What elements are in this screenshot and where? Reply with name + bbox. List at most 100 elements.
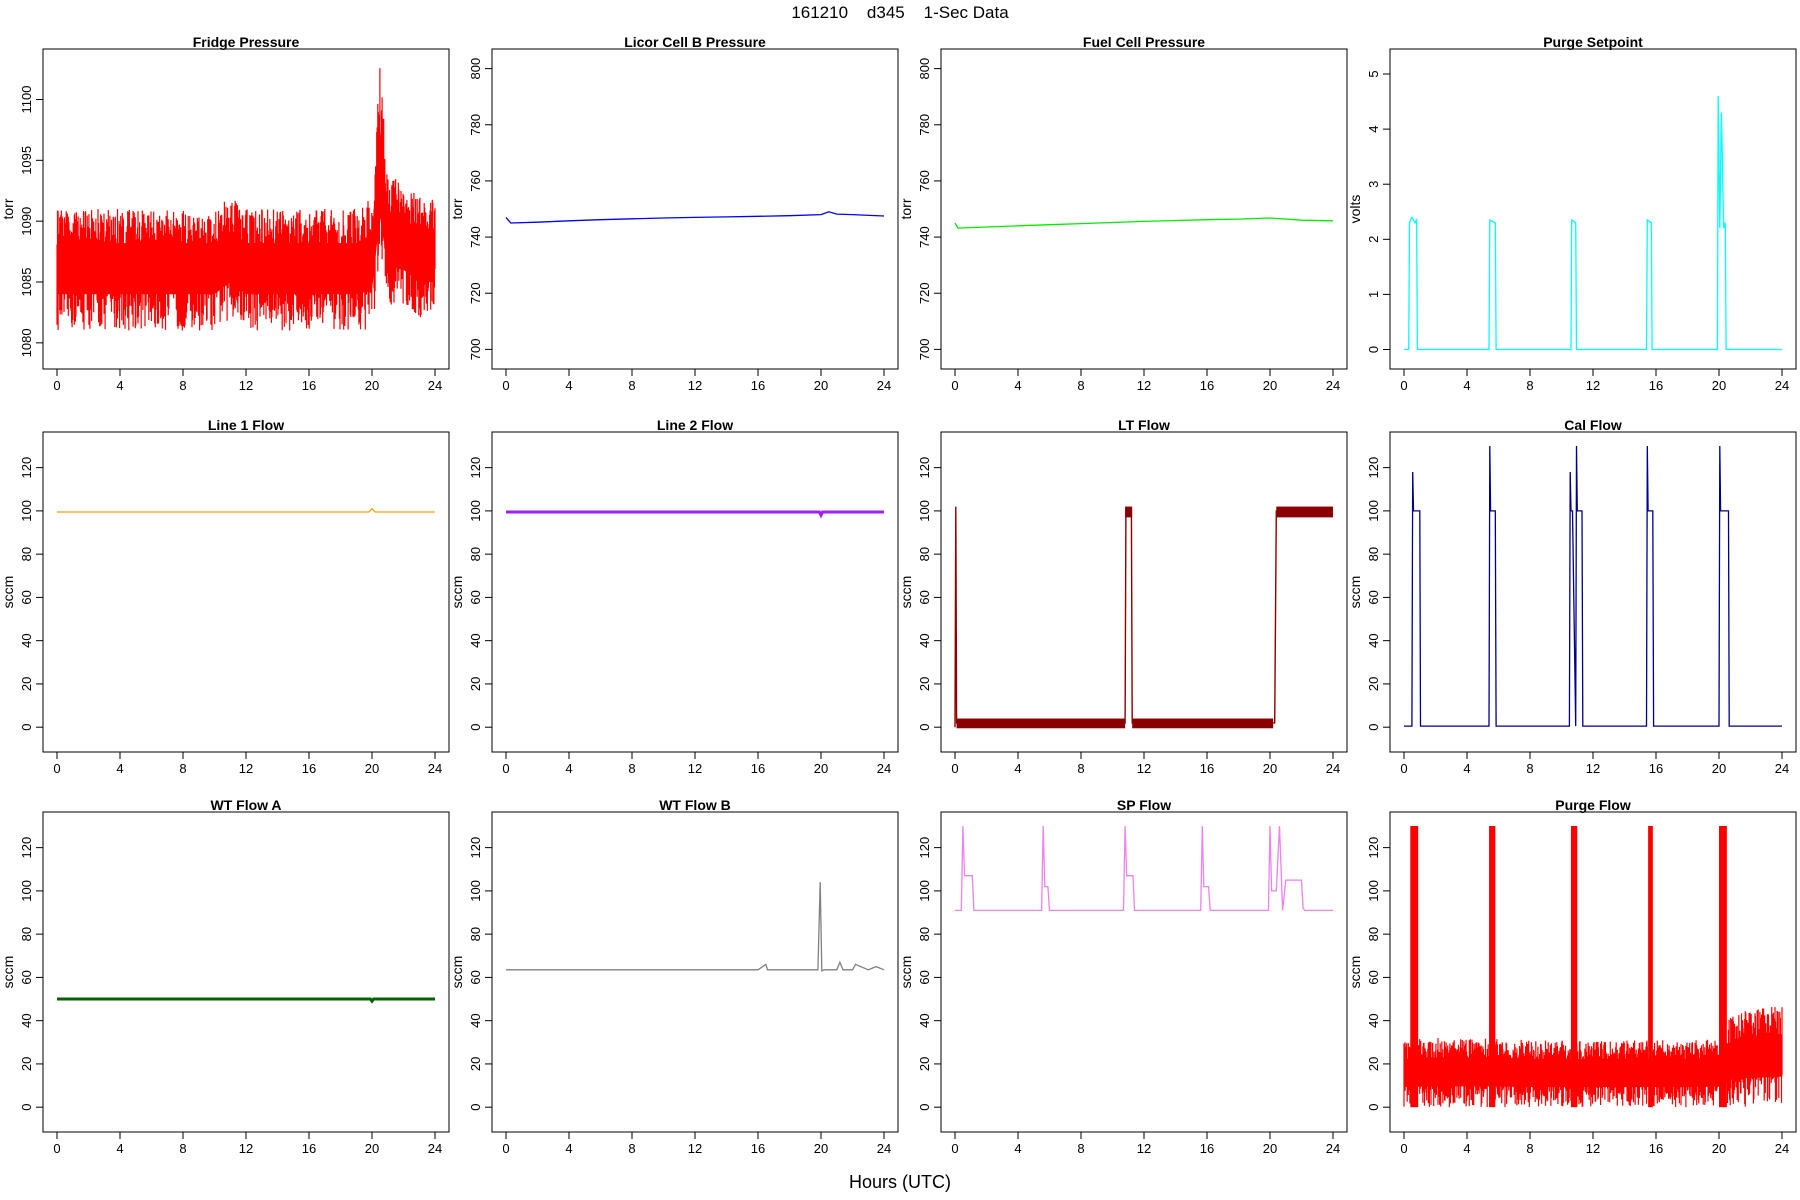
y-tick-label: 100 [19,500,34,522]
y-tick-label: 20 [1366,1057,1381,1071]
x-tick-label: 16 [751,1141,765,1156]
x-tick-label: 24 [1326,378,1340,393]
x-tick-label: 20 [1263,761,1277,776]
panel-line2: Line 2 Flow 0 4 8 12 16 20 24 0 20 40 60 80 100 120 scc… [449,417,899,776]
y-tick-label: 20 [19,677,34,691]
panel-title: Cal Flow [1564,417,1622,433]
x-tick-label: 12 [688,378,702,393]
x-tick-label: 20 [1263,378,1277,393]
y-tick-label: 20 [917,677,932,691]
y-axis-label: sccm [0,576,16,609]
series-sp [955,825,1333,912]
y-axis-label: sccm [449,576,465,609]
x-tick-label: 24 [1326,1141,1340,1156]
plot-frame [491,48,899,370]
y-tick-label: 80 [1366,547,1381,561]
y-tick-label: 80 [468,927,483,941]
y-tick-label: 760 [468,170,483,192]
series-line [505,211,885,224]
y-tick-label: 100 [1366,500,1381,522]
y-axis-label: torr [449,198,465,219]
panel-title: Fuel Cell Pressure [1083,34,1205,50]
plot-frame [1389,431,1797,753]
panel-cal: Cal Flow 0 4 8 12 16 20 24 0 20 40 60 80 100 120 sccm [1347,417,1797,776]
y-tick-label: 1080 [19,328,34,357]
x-tick-label: 16 [302,1141,316,1156]
y-tick-label: 100 [917,500,932,522]
y-tick-label: 120 [19,837,34,859]
series-cal [1404,445,1782,727]
x-tick-label: 4 [116,378,123,393]
x-tick-label: 16 [1200,378,1214,393]
y-tick-label: 20 [468,1057,483,1071]
y-tick-label: 780 [917,114,932,136]
x-tick-label: 12 [1586,1141,1600,1156]
y-tick-label: 0 [1366,1104,1381,1111]
x-tick-label: 16 [751,378,765,393]
series-spike [1648,826,1653,1108]
y-tick-label: 40 [1366,1013,1381,1027]
series-band [1125,506,1133,518]
panel-title: SP Flow [1117,797,1171,813]
panel-fuel: Fuel Cell Pressure 0 4 8 12 16 20 24 700 720 740 76… [898,34,1348,393]
y-tick-label: 120 [1366,837,1381,859]
series-spike [1489,826,1496,1108]
y-tick-label: 720 [468,282,483,304]
y-tick-label: 0 [917,1104,932,1111]
panel-licor: Licor Cell B Pressure 0 4 8 12 16 20 24 700 720 74… [449,34,899,393]
x-tick-label: 12 [1137,378,1151,393]
x-tick-label: 4 [565,761,572,776]
y-tick-label: 60 [917,970,932,984]
x-tick-label: 0 [53,761,60,776]
panel-title: Licor Cell B Pressure [624,34,766,50]
x-tick-label: 12 [688,1141,702,1156]
y-tick-label: 800 [917,58,932,80]
x-tick-label: 4 [565,378,572,393]
y-tick-label: 0 [1366,346,1381,353]
plot-frame [491,811,899,1133]
x-tick-label: 4 [1014,761,1021,776]
y-axis-label: sccm [1347,576,1363,609]
x-tick-label: 0 [951,1141,958,1156]
x-tick-label: 8 [628,378,635,393]
x-tick-label: 0 [502,761,509,776]
series-line2 [506,510,884,519]
plot-frame [42,431,450,753]
series-band [1132,718,1274,729]
x-tick-label: 16 [1200,1141,1214,1156]
x-tick-label: 20 [814,761,828,776]
y-tick-label: 20 [19,1057,34,1071]
series-line [57,997,435,1004]
figure-xlabel: Hours (UTC) [849,1172,951,1192]
panel-title: Line 1 Flow [208,417,284,433]
panel-line1: Line 1 Flow 0 4 8 12 16 20 24 0 20 40 60 80 100 120 scc… [0,417,450,776]
x-tick-label: 8 [179,378,186,393]
y-tick-label: 80 [468,547,483,561]
x-tick-label: 4 [1014,1141,1021,1156]
x-tick-label: 4 [1463,378,1470,393]
y-tick-label: 60 [19,590,34,604]
panel-wta: WT Flow A 0 4 8 12 16 20 24 0 20 40 60 80 100 120 sccm [0,797,450,1156]
series-fuel [954,217,1334,229]
x-tick-label: 8 [1077,1141,1084,1156]
y-tick-label: 80 [19,927,34,941]
series-spike [1719,826,1727,1108]
y-tick-label: 0 [468,1104,483,1111]
y-tick-label: 60 [917,590,932,604]
y-tick-label: 5 [1366,70,1381,77]
y-axis-label: sccm [0,956,16,989]
x-tick-label: 0 [502,1141,509,1156]
x-tick-label: 4 [116,761,123,776]
series-wtb [506,882,885,972]
y-axis-label: torr [0,198,16,219]
x-tick-label: 20 [365,378,379,393]
y-tick-label: 20 [917,1057,932,1071]
x-tick-label: 20 [1712,1141,1726,1156]
x-tick-label: 24 [877,1141,891,1156]
y-tick-label: 0 [19,1104,34,1111]
series-line [57,507,435,513]
series-line [954,217,1334,229]
x-tick-label: 12 [239,1141,253,1156]
x-tick-label: 8 [1526,1141,1533,1156]
